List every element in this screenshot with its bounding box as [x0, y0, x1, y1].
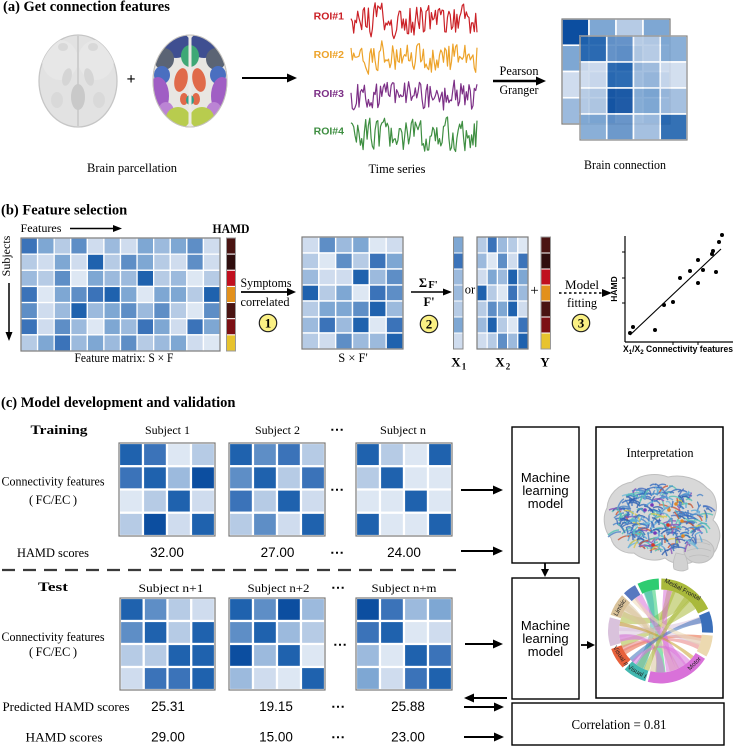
svg-text:Time series: Time series [369, 162, 426, 176]
svg-text:2: 2 [426, 317, 433, 332]
svg-text:Interpretation: Interpretation [627, 446, 695, 460]
svg-text:Features: Features [21, 221, 62, 235]
svg-text:HAMD: HAMD [213, 222, 250, 236]
svg-text:ROI#1: ROI#1 [314, 11, 345, 23]
svg-text:Subject 2: Subject 2 [255, 423, 300, 437]
svg-text:X: X [495, 355, 505, 370]
svg-text:25.88: 25.88 [391, 699, 425, 714]
svg-text:( FC/EC ): ( FC/EC ) [29, 493, 77, 507]
svg-text:Subject 1: Subject 1 [145, 423, 190, 437]
svg-text:2: 2 [506, 362, 511, 372]
svg-text:32.00: 32.00 [150, 545, 184, 560]
svg-text:1: 1 [462, 362, 467, 372]
svg-text:Subject n+1: Subject n+1 [139, 581, 204, 595]
svg-text:Test: Test [38, 579, 69, 594]
svg-text:+: + [126, 71, 135, 88]
svg-text:15.00: 15.00 [259, 730, 293, 745]
svg-text:3: 3 [578, 316, 585, 331]
svg-text:+: + [530, 283, 538, 299]
svg-text:Brain parcellation: Brain parcellation [87, 161, 178, 175]
svg-text:⋯: ⋯ [331, 700, 345, 715]
svg-text:Machine: Machine [521, 470, 570, 485]
svg-text:Training: Training [31, 422, 89, 437]
svg-text:24.00: 24.00 [387, 545, 421, 560]
svg-text:( FC/EC ): ( FC/EC ) [29, 645, 77, 659]
svg-text:⋯: ⋯ [331, 731, 345, 746]
svg-text:Subjects: Subjects [0, 235, 13, 276]
svg-text:Symptoms: Symptoms [241, 276, 292, 290]
svg-text:1: 1 [265, 316, 272, 331]
svg-text:learning: learning [522, 483, 568, 498]
svg-text:⋯: ⋯ [330, 483, 344, 498]
svg-text:(a) Get connection features: (a) Get connection features [3, 0, 170, 15]
svg-text:⋯: ⋯ [330, 546, 344, 561]
svg-text:⋯: ⋯ [330, 423, 344, 438]
svg-text:HAMD: HAMD [609, 276, 619, 302]
svg-text:27.00: 27.00 [261, 545, 295, 560]
svg-text:Predicted HAMD scores: Predicted HAMD scores [3, 699, 130, 714]
svg-text:Y: Y [540, 355, 550, 370]
svg-text:19.15: 19.15 [259, 699, 293, 714]
svg-text:or: or [465, 283, 476, 297]
svg-text:ROI#2: ROI#2 [314, 49, 345, 61]
svg-text:Subject n: Subject n [380, 423, 426, 437]
svg-text:⋯: ⋯ [331, 581, 345, 596]
svg-text:ROI#3: ROI#3 [314, 88, 345, 100]
svg-text:correlated: correlated [241, 295, 291, 309]
svg-text:23.00: 23.00 [391, 730, 425, 745]
svg-text:Feature matrix: S × F: Feature matrix: S × F [75, 351, 174, 365]
svg-text:X: X [451, 355, 461, 370]
svg-text:Machine: Machine [521, 618, 570, 633]
svg-text:HAMD scores: HAMD scores [26, 731, 103, 745]
svg-text:model: model [528, 644, 564, 659]
svg-text:X1/X2 Connectivity features: X1/X2 Connectivity features [623, 344, 733, 356]
svg-text:29.00: 29.00 [151, 730, 185, 745]
svg-text:ROI#4: ROI#4 [314, 126, 345, 138]
svg-text:Subject n+m: Subject n+m [372, 581, 438, 595]
svg-text:Connectivity features: Connectivity features [2, 630, 105, 644]
svg-text:learning: learning [522, 631, 568, 646]
svg-text:S × F': S × F' [338, 351, 367, 365]
svg-text:Subject n+2: Subject n+2 [248, 581, 310, 595]
svg-text:model: model [528, 496, 564, 511]
svg-text:(b) Feature selection: (b) Feature selection [1, 203, 127, 219]
svg-text:Model: Model [565, 278, 600, 292]
svg-text:25.31: 25.31 [151, 699, 185, 714]
svg-text:⋯: ⋯ [333, 638, 347, 653]
svg-text:fitting: fitting [567, 296, 598, 310]
svg-text:Brain connection: Brain connection [584, 158, 667, 172]
svg-text:Σ: Σ [419, 276, 427, 290]
svg-text:Granger: Granger [500, 83, 540, 97]
svg-text:Pearson: Pearson [500, 64, 540, 78]
svg-text:(c) Model development and vali: (c) Model development and validation [1, 395, 235, 411]
svg-text:Connectivity features: Connectivity features [2, 475, 105, 489]
svg-text:F': F' [428, 280, 437, 291]
svg-text:F': F' [423, 295, 434, 309]
svg-text:Correlation = 0.81: Correlation = 0.81 [572, 718, 667, 733]
svg-text:HAMD scores: HAMD scores [17, 546, 89, 560]
